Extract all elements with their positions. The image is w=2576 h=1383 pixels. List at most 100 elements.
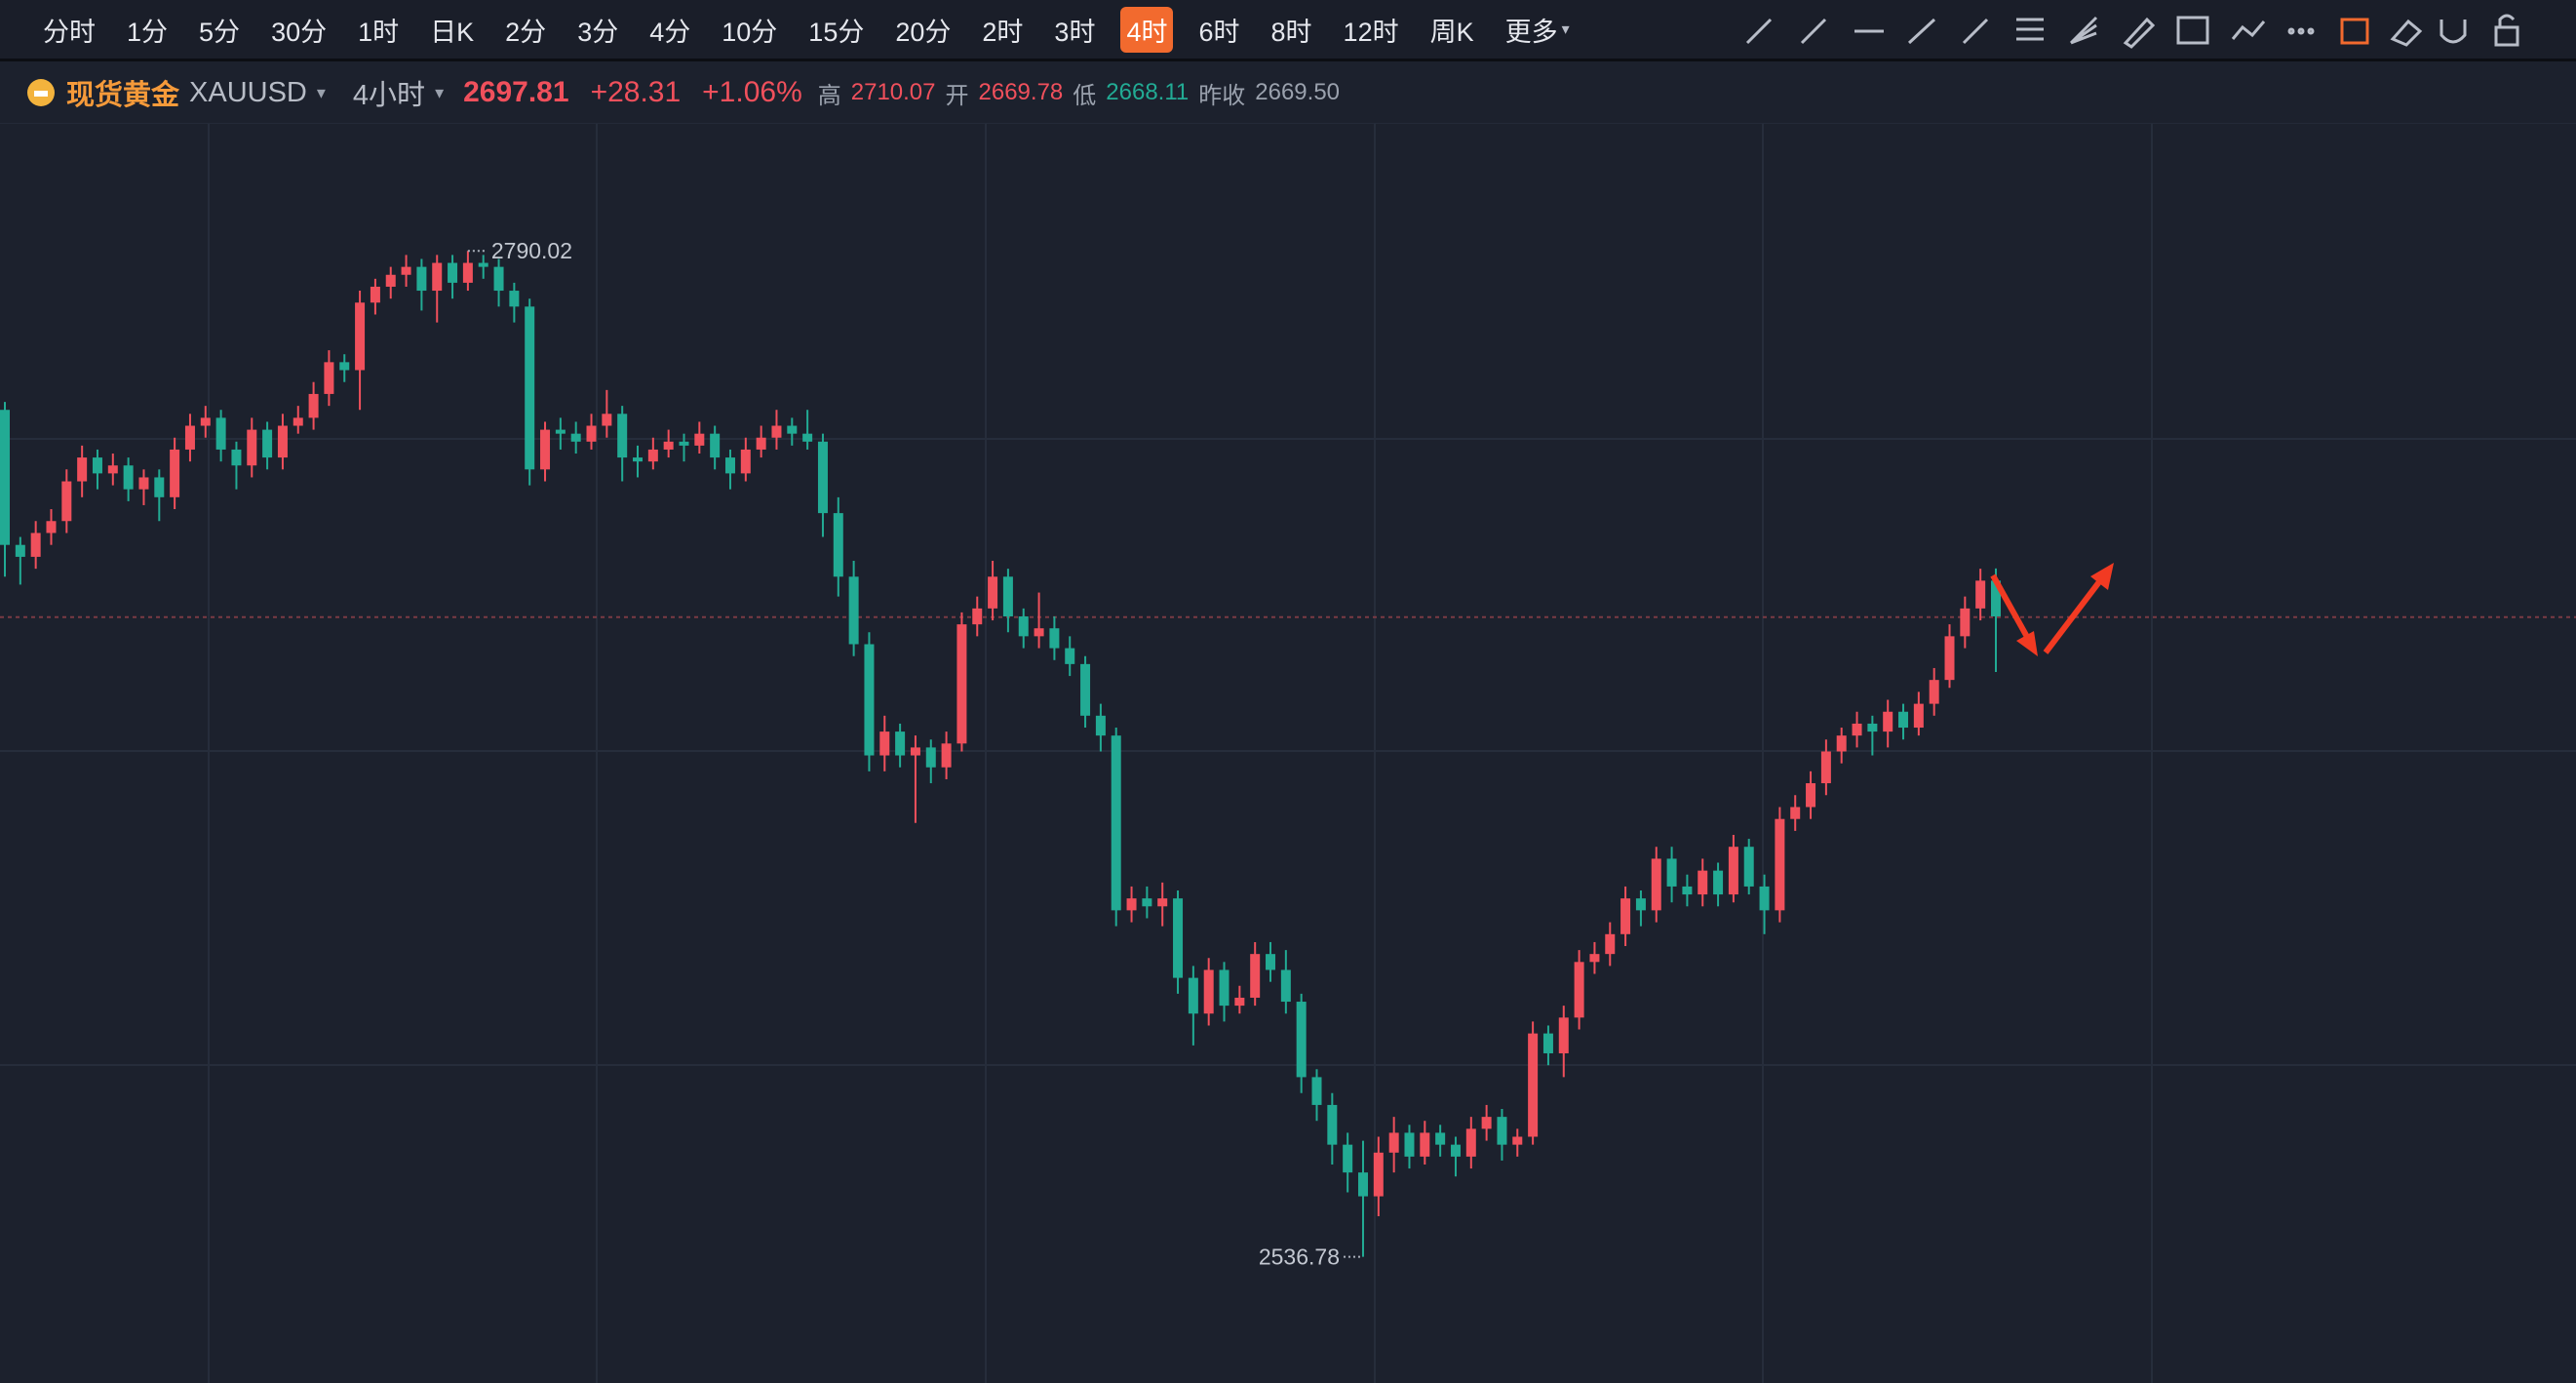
candle-body (787, 425, 798, 434)
caret: ▾ (1561, 21, 1570, 38)
candle-body (1512, 1136, 1523, 1145)
low: 2668.11 (1106, 79, 1190, 105)
candle-body (555, 429, 566, 434)
symbol[interactable]: XAUUSD (189, 76, 307, 108)
interval-button[interactable]: 8时 (1270, 17, 1312, 47)
candle-body (448, 262, 458, 283)
candle-body (277, 425, 288, 458)
interval-button[interactable]: 1分 (127, 17, 169, 47)
interval-button[interactable]: 30分 (271, 17, 328, 47)
candle-body (1095, 715, 1106, 736)
interval-button[interactable]: 1时 (358, 17, 400, 47)
tool-icons[interactable] (1745, 14, 2519, 49)
candle-body (1327, 1104, 1338, 1145)
candle-body (77, 457, 88, 482)
drawn-arrow (1990, 573, 2035, 648)
open: 2669.78 (978, 79, 1064, 105)
interval-button[interactable]: 3分 (577, 17, 619, 47)
interval-button[interactable]: 日K (430, 17, 475, 47)
candle-body (633, 457, 644, 462)
interval-button[interactable]: 4时 (1120, 6, 1174, 53)
change: +28.31 (590, 76, 682, 108)
candle-body (478, 262, 488, 267)
prev-close: 2669.50 (1255, 79, 1341, 105)
caret: ▾ (435, 82, 445, 102)
candle-body (1542, 1033, 1553, 1053)
candle-body (416, 266, 427, 292)
candle-body (432, 262, 443, 292)
candle-body (756, 437, 766, 450)
candle-body (1388, 1132, 1399, 1153)
candle-body (1883, 711, 1893, 732)
prev-close-label: 昨收 (1198, 82, 1246, 109)
candle-body (1820, 751, 1831, 784)
candle-body (1790, 807, 1801, 819)
interval-button[interactable]: 3时 (1054, 17, 1096, 47)
candle-body (1759, 886, 1770, 911)
interval-button[interactable]: 2分 (505, 17, 547, 47)
candle-body (61, 481, 72, 522)
candle-body (1991, 580, 2001, 616)
candle-body (401, 266, 411, 275)
candle-body (46, 521, 57, 533)
candle-body (1713, 870, 1724, 895)
candle-body (1157, 898, 1168, 907)
arrow-head (2090, 563, 2114, 590)
open-label: 开 (945, 82, 969, 109)
candle-body (1203, 969, 1214, 1014)
candle-body (1867, 723, 1878, 732)
candle-body (848, 576, 859, 645)
candle-body (370, 286, 380, 303)
candle-body (525, 306, 535, 470)
toolbar: 分时 1分 5分 30分 1时 日K 2分 3分 4分 10分 15分 20分 2时 3时 4时 6时 8时 12… (0, 0, 2576, 61)
candle-body (1111, 735, 1121, 911)
candle-body (92, 457, 102, 474)
candle-body (339, 362, 350, 371)
candle-body (1420, 1132, 1430, 1157)
candle-body (1852, 723, 1862, 736)
candle-body (1080, 663, 1091, 716)
candle-body (1960, 608, 1971, 637)
candle-body (1589, 954, 1600, 963)
interval-button[interactable]: 12时 (1343, 17, 1399, 47)
candle-body (1975, 580, 1986, 609)
candle-body (107, 465, 118, 474)
candle-body (324, 362, 334, 394)
candle-body (1929, 680, 1939, 704)
candle-body (663, 441, 674, 450)
period[interactable]: 4小时 (352, 80, 426, 111)
candle-body (1266, 954, 1276, 970)
candle-body (1343, 1144, 1353, 1173)
candle-body (184, 425, 195, 450)
high-label: 高 (817, 82, 841, 109)
interval-button[interactable]: 更多 (1504, 17, 1558, 47)
candle-body (817, 441, 828, 514)
drawing-tools (1745, 14, 2519, 49)
candle-body (1435, 1132, 1446, 1145)
interval-button[interactable]: 分时 (43, 17, 96, 47)
interval-button[interactable]: 15分 (808, 17, 865, 47)
candle-body (1219, 969, 1229, 1007)
candle-body (1188, 977, 1198, 1014)
interval-button[interactable]: 6时 (1198, 17, 1240, 47)
candle-body (355, 302, 366, 371)
candle-body (170, 449, 180, 497)
candle-body (1002, 576, 1013, 616)
high-marker: 2790.02 (491, 238, 572, 263)
candle-body (972, 608, 983, 625)
interval-button[interactable]: 10分 (722, 17, 778, 47)
last-price: 2697.81 (463, 76, 569, 108)
chart: 2790.02 2536.78 (0, 124, 2576, 1383)
interval-button[interactable]: 2时 (982, 17, 1024, 47)
candle-body (509, 291, 520, 307)
candle-body (802, 433, 813, 442)
interval-button[interactable]: 4分 (649, 17, 691, 47)
candle-body (1049, 628, 1060, 649)
candle-body (493, 266, 504, 292)
candle-body (586, 425, 597, 442)
interval-button[interactable]: 5分 (199, 17, 241, 47)
coin-icon (27, 79, 55, 106)
candle-body (724, 457, 735, 474)
interval-button[interactable]: 20分 (895, 17, 952, 47)
interval-button[interactable]: 周K (1429, 17, 1474, 47)
